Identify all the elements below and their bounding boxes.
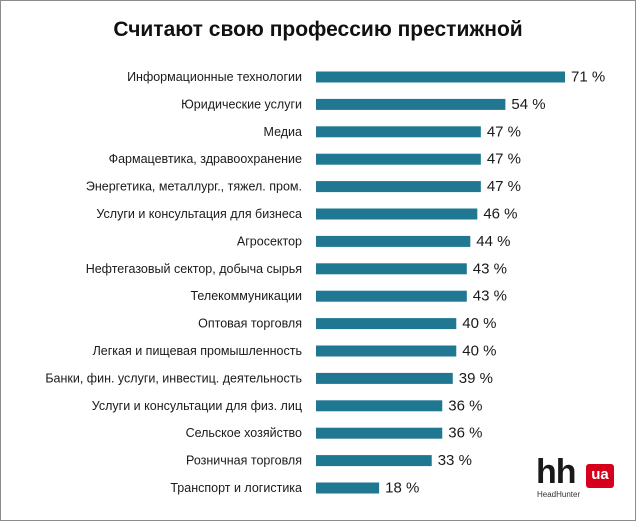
- bar: [316, 290, 467, 302]
- value-label: 40 %: [462, 315, 496, 332]
- bar: [316, 345, 457, 357]
- bar: [316, 372, 453, 384]
- category-label: Сельское хозяйство: [186, 426, 302, 440]
- category-label: Юридические услуги: [181, 97, 302, 111]
- category-label: Медиа: [264, 125, 303, 139]
- category-label: Розничная торговля: [186, 454, 302, 468]
- value-label: 44 %: [476, 233, 510, 250]
- value-label: 33 %: [438, 452, 472, 469]
- category-label: Услуги и консультации для физ. лиц: [92, 399, 302, 413]
- value-label: 47 %: [487, 178, 521, 195]
- value-label: 47 %: [487, 151, 521, 168]
- logo-mark: hh: [536, 453, 577, 491]
- category-label: Фармацевтика, здравоохранение: [109, 152, 302, 166]
- category-label: Телекоммуникации: [190, 289, 302, 303]
- headhunter-logo: hh ua HeadHunter: [536, 453, 616, 502]
- category-label: Энергетика, металлург., тяжел. пром.: [86, 180, 302, 194]
- bar: [316, 400, 443, 412]
- bar: [316, 208, 478, 220]
- logo-badge: ua: [586, 464, 614, 488]
- value-label: 36 %: [448, 397, 482, 414]
- bar: [316, 318, 457, 330]
- value-label: 39 %: [459, 370, 493, 387]
- value-label: 36 %: [448, 425, 482, 442]
- value-label: 54 %: [511, 96, 545, 113]
- bar: [316, 427, 443, 439]
- category-label: Услуги и консультация для бизнеса: [96, 207, 302, 221]
- category-label: Нефтегазовый сектор, добыча сырья: [86, 262, 302, 276]
- value-label: 46 %: [483, 206, 517, 223]
- value-label: 40 %: [462, 343, 496, 360]
- category-label: Агросектор: [237, 234, 302, 248]
- category-label: Легкая и пищевая промышленность: [93, 344, 302, 358]
- value-label: 43 %: [473, 260, 507, 277]
- value-label: 18 %: [385, 480, 419, 497]
- value-label: 47 %: [487, 123, 521, 140]
- category-label: Транспорт и логистика: [170, 481, 302, 495]
- bar: [316, 235, 471, 247]
- bar: [316, 153, 481, 165]
- value-label: 71 %: [571, 69, 605, 86]
- bar: [316, 263, 467, 275]
- category-label: Информационные технологии: [127, 70, 302, 84]
- bar: [316, 482, 380, 494]
- bar: [316, 98, 506, 110]
- value-label: 43 %: [473, 288, 507, 305]
- bar: [316, 71, 565, 83]
- chart-title: Считают свою профессию престижной: [113, 18, 523, 41]
- category-label: Банки, фин. услуги, инвестиц. деятельнос…: [45, 371, 302, 385]
- bar: [316, 181, 481, 193]
- logo-subtitle: HeadHunter: [537, 490, 581, 499]
- bar: [316, 126, 481, 138]
- category-label: Оптовая торговля: [198, 317, 302, 331]
- bar: [316, 455, 432, 467]
